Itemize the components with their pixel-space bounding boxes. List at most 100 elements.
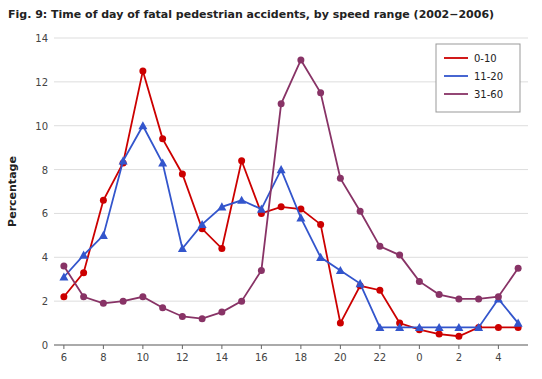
x-tick-label: 0 (416, 352, 422, 363)
point (474, 323, 483, 331)
point (60, 293, 67, 300)
point (436, 291, 443, 298)
point (60, 263, 67, 270)
title: Fig. 9: Time of day of fatal pedestrian … (8, 8, 494, 21)
x-tick (340, 345, 341, 349)
y-tick-label: 8 (42, 165, 48, 176)
y-tick-label: 4 (42, 252, 48, 263)
x-tick (182, 345, 183, 349)
point (238, 298, 245, 305)
y-tick-label: 2 (42, 296, 48, 307)
point (100, 300, 107, 307)
point (514, 319, 523, 327)
point (79, 251, 88, 259)
point (356, 279, 365, 287)
legend-swatch (444, 57, 468, 59)
point (119, 156, 128, 164)
point (257, 205, 266, 213)
grid-line (54, 213, 528, 214)
grid (54, 38, 528, 345)
point (217, 202, 226, 210)
x-tick (221, 345, 222, 349)
point (237, 196, 246, 204)
point (357, 208, 364, 215)
point (337, 320, 344, 327)
y-tick-label: 0 (42, 340, 48, 351)
point (337, 175, 344, 182)
y-tick-label: 10 (35, 121, 48, 132)
point (455, 295, 462, 302)
point (317, 221, 324, 228)
point (178, 244, 187, 252)
x-tick (261, 345, 262, 349)
point (376, 243, 383, 250)
point (495, 324, 502, 331)
y-tick-label: 6 (42, 208, 48, 219)
x-tick-label: 12 (176, 352, 189, 363)
point (80, 269, 87, 276)
point (179, 170, 186, 177)
point (120, 298, 127, 305)
x-tick (379, 345, 380, 349)
point (375, 323, 384, 331)
point (138, 121, 147, 129)
point (158, 158, 167, 166)
point (218, 309, 225, 316)
x-tick (103, 345, 104, 349)
x-tick-label: 4 (495, 352, 501, 363)
point (199, 315, 206, 322)
x-tick (498, 345, 499, 349)
point (99, 231, 108, 239)
legend-label: 11-20 (474, 71, 503, 82)
point (395, 323, 404, 331)
grid-line (54, 125, 528, 126)
x-tick (63, 345, 64, 349)
x-tick (300, 345, 301, 349)
point (495, 293, 502, 300)
x-tick-label: 22 (374, 352, 387, 363)
x-tick (419, 345, 420, 349)
point (277, 165, 286, 173)
point (316, 253, 325, 261)
point (475, 295, 482, 302)
x-tick-label: 10 (137, 352, 150, 363)
x-tick (142, 345, 143, 349)
x-tick-label: 8 (100, 352, 106, 363)
legend-box (436, 44, 520, 112)
grid-line (54, 169, 528, 170)
point (376, 287, 383, 294)
point (515, 265, 522, 272)
legend-label: 0-10 (474, 53, 497, 64)
point (159, 135, 166, 142)
grid-line (54, 345, 528, 346)
point (159, 304, 166, 311)
y-tick-label: 14 (35, 33, 48, 44)
grid-line (54, 38, 528, 39)
x-tick-label: 20 (334, 352, 347, 363)
point (198, 220, 207, 228)
point (415, 323, 424, 331)
point (436, 331, 443, 338)
point (139, 67, 146, 74)
point (336, 266, 345, 274)
x-tick-label: 2 (456, 352, 462, 363)
point (454, 323, 463, 331)
point (296, 213, 305, 221)
point (455, 333, 462, 340)
x-axis-line (54, 345, 528, 346)
point (218, 245, 225, 252)
point (238, 157, 245, 164)
grid-line (54, 257, 528, 258)
point (416, 278, 423, 285)
chart: Fig. 9: Time of day of fatal pedestrian … (0, 0, 542, 379)
x-tick-label: 14 (216, 352, 229, 363)
x-tick-label: 6 (61, 352, 67, 363)
point (100, 197, 107, 204)
point (297, 56, 304, 63)
point (139, 293, 146, 300)
legend-swatch (444, 93, 468, 95)
y-tick-label: 12 (35, 77, 48, 88)
x-tick-label: 18 (295, 352, 308, 363)
point (179, 313, 186, 320)
legend-label: 31-60 (474, 89, 503, 100)
